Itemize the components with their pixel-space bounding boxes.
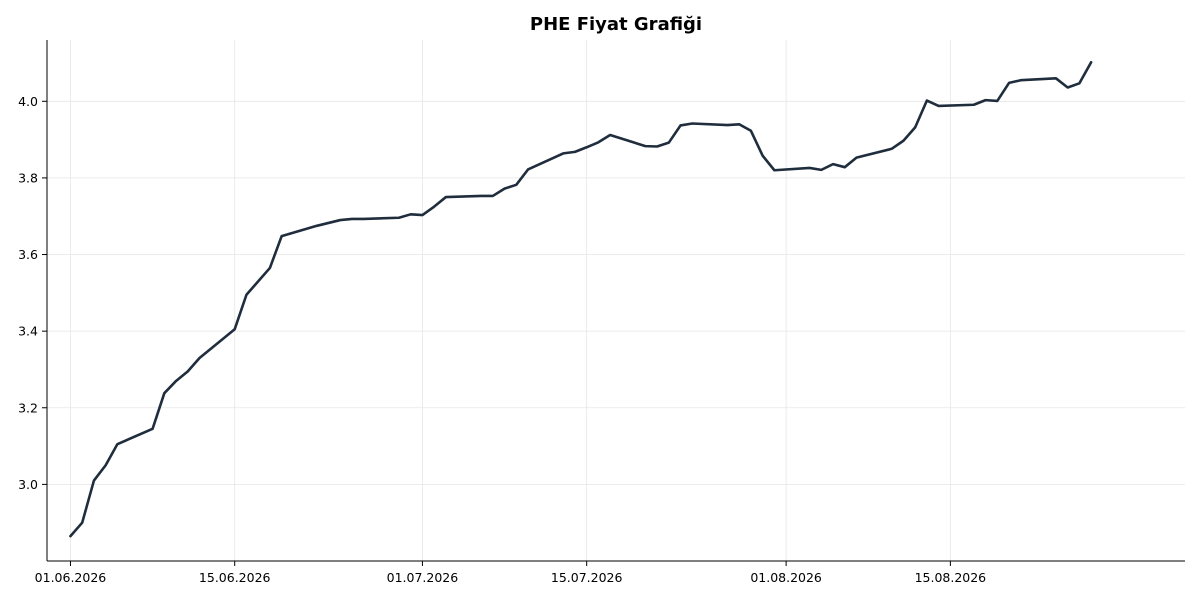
x-tick-label: 15.06.2026 (199, 570, 271, 585)
y-tick-label: 3.6 (18, 247, 38, 262)
y-tick-label: 3.8 (18, 170, 38, 185)
x-tick-label: 01.08.2026 (750, 570, 822, 585)
y-tick-label: 3.0 (18, 477, 38, 492)
series-line (69, 60, 1093, 538)
x-tick-label: 15.07.2026 (551, 570, 623, 585)
series-layer (69, 60, 1093, 538)
x-tick-label: 15.08.2026 (915, 570, 987, 585)
y-tick-label: 3.4 (18, 324, 38, 339)
grid (47, 40, 1185, 561)
x-tick-label: 01.07.2026 (387, 570, 459, 585)
axes: 01.06.2026 15.06.2026 01.07.2026 15.07.2026… (18, 40, 1185, 585)
y-tick-label: 4.0 (18, 94, 38, 109)
y-tick-label: 3.2 (18, 400, 38, 415)
chart-title: PHE Fiyat Grafiği (530, 14, 702, 35)
x-tick-label: 01.06.2026 (35, 570, 107, 585)
